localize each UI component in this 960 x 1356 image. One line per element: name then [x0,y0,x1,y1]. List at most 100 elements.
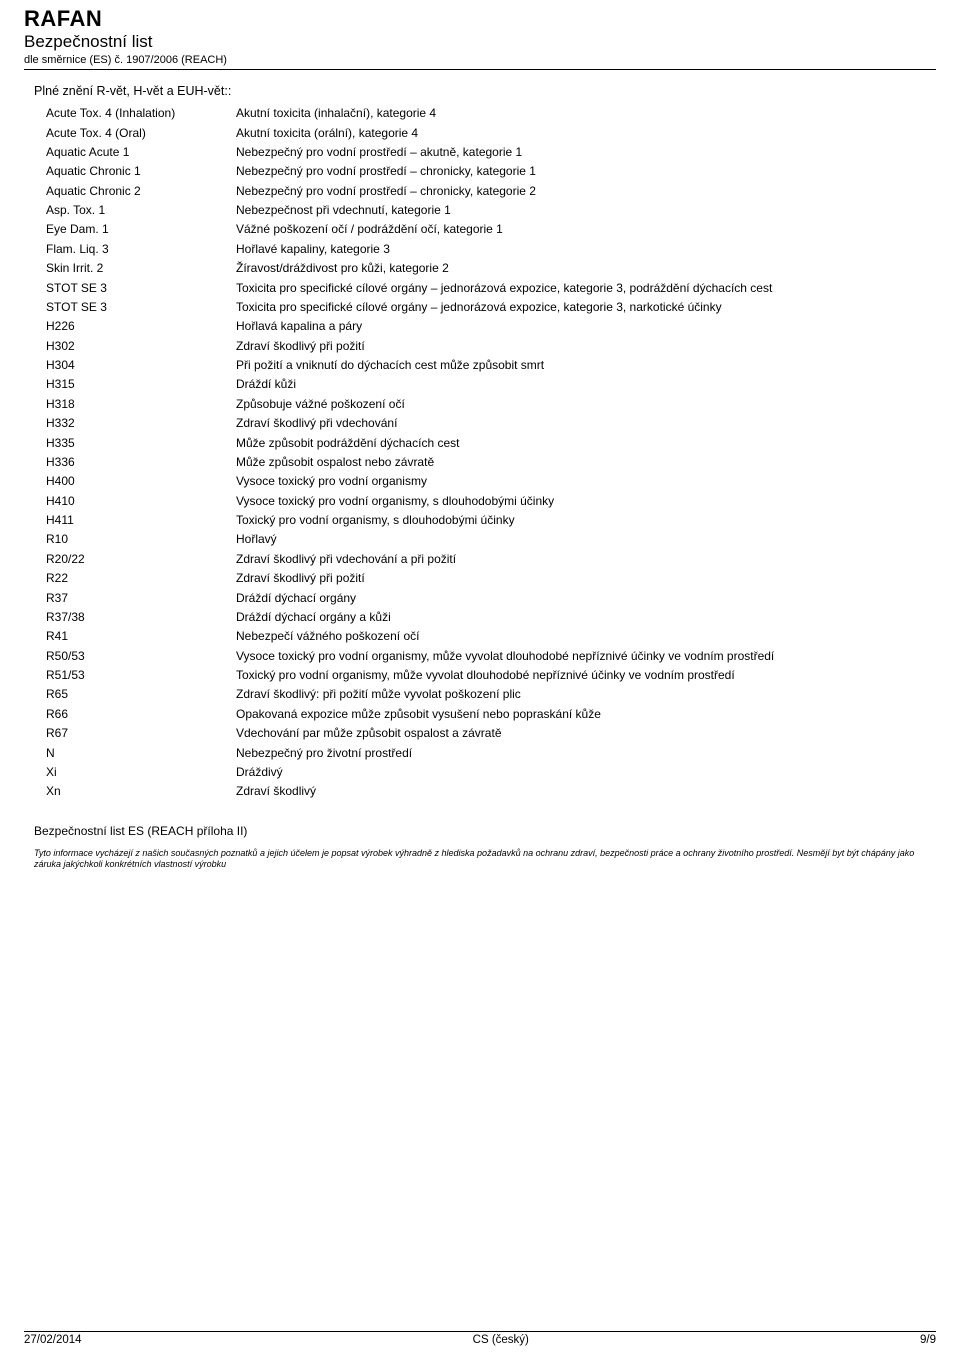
table-row: Eye Dam. 1Vážné poškození očí / podráždě… [42,220,954,239]
table-row: Acute Tox. 4 (Inhalation)Akutní toxicita… [42,104,954,123]
table-row: R51/53Toxický pro vodní organismy, může … [42,666,954,685]
table-row: H304Při požití a vniknutí do dýchacích c… [42,356,954,375]
phrase-text: Hořlavé kapaliny, kategorie 3 [232,240,954,259]
table-row: R22Zdraví škodlivý při požití [42,569,954,588]
phrase-code: R20/22 [42,550,232,569]
phrase-text: Vysoce toxický pro vodní organismy [232,472,954,491]
phrase-code: R37/38 [42,608,232,627]
footer-date: 27/02/2014 [24,1334,82,1346]
phrase-text: Zdraví škodlivý [232,782,954,801]
phrase-code: STOT SE 3 [42,278,232,297]
phrase-text: Hořlavý [232,530,954,549]
table-row: R20/22Zdraví škodlivý při vdechování a p… [42,550,954,569]
table-row: Aquatic Chronic 1Nebezpečný pro vodní pr… [42,162,954,181]
phrase-code: H400 [42,472,232,491]
table-row: Aquatic Chronic 2Nebezpečný pro vodní pr… [42,182,954,201]
phrase-text: Žíravost/dráždivost pro kůži, kategorie … [232,259,954,278]
phrase-text: Zdraví škodlivý při vdechování a při pož… [232,550,954,569]
phrase-code: Asp. Tox. 1 [42,201,232,220]
phrase-code: R67 [42,724,232,743]
phrase-text: Zdraví škodlivý při vdechování [232,414,954,433]
phrase-text: Vysoce toxický pro vodní organismy, může… [232,647,954,666]
phrase-code: Aquatic Chronic 2 [42,182,232,201]
page-footer: 27/02/2014 CS (český) 9/9 [24,1331,936,1346]
phrase-text: Hořlavá kapalina a páry [232,317,954,336]
table-row: H315Dráždí kůži [42,375,954,394]
annex-line: Bezpečnostní list ES (REACH příloha II) [24,824,936,838]
phrase-text: Nebezpečnost při vdechnutí, kategorie 1 [232,201,954,220]
disclaimer-text: Tyto informace vycházejí z našich součas… [24,848,936,871]
table-row: R10Hořlavý [42,530,954,549]
table-row: H400Vysoce toxický pro vodní organismy [42,472,954,491]
table-row: H318Způsobuje vážné poškození očí [42,395,954,414]
phrase-text: Akutní toxicita (inhalační), kategorie 4 [232,104,954,123]
phrase-code: H332 [42,414,232,433]
section-title: Plné znění R-vět, H-vět a EUH-vět:: [24,84,936,98]
table-row: Skin Irrit. 2Žíravost/dráždivost pro kůž… [42,259,954,278]
page-header: RAFAN Bezpečnostní list dle směrnice (ES… [24,6,936,70]
footer-page: 9/9 [920,1334,936,1346]
table-row: XiDráždivý [42,763,954,782]
phrase-code: STOT SE 3 [42,298,232,317]
phrase-text: Akutní toxicita (orální), kategorie 4 [232,123,954,142]
phrase-code: R22 [42,569,232,588]
phrase-code: R65 [42,685,232,704]
phrase-text: Vážné poškození očí / podráždění očí, ka… [232,220,954,239]
phrase-text: Dráždí kůži [232,375,954,394]
table-row: H332Zdraví škodlivý při vdechování [42,414,954,433]
table-row: Asp. Tox. 1Nebezpečnost při vdechnutí, k… [42,201,954,220]
phrase-text: Dráždí dýchací orgány a kůži [232,608,954,627]
phrase-text: Při požití a vniknutí do dýchacích cest … [232,356,954,375]
table-row: R67Vdechování par může způsobit ospalost… [42,724,954,743]
table-row: Aquatic Acute 1Nebezpečný pro vodní pros… [42,143,954,162]
phrase-code: Xi [42,763,232,782]
phrase-text: Způsobuje vážné poškození očí [232,395,954,414]
phrase-code: R50/53 [42,647,232,666]
footer-divider [24,1331,936,1332]
table-row: H335Může způsobit podráždění dýchacích c… [42,433,954,452]
phrase-code: H410 [42,492,232,511]
table-row: R50/53Vysoce toxický pro vodní organismy… [42,647,954,666]
phrase-code: H335 [42,433,232,452]
phrase-code: Acute Tox. 4 (Inhalation) [42,104,232,123]
table-row: XnZdraví škodlivý [42,782,954,801]
phrase-text: Toxicita pro specifické cílové orgány – … [232,298,954,317]
phrase-text: Vdechování par může způsobit ospalost a … [232,724,954,743]
phrase-code: Eye Dam. 1 [42,220,232,239]
document-type: Bezpečnostní list [24,32,936,52]
phrase-text: Vysoce toxický pro vodní organismy, s dl… [232,492,954,511]
phrase-text: Toxický pro vodní organismy, s dlouhodob… [232,511,954,530]
phrase-code: H304 [42,356,232,375]
phrase-code: R66 [42,705,232,724]
phrase-text: Nebezpečný pro vodní prostředí – chronic… [232,162,954,181]
phrase-code: Skin Irrit. 2 [42,259,232,278]
table-row: H411Toxický pro vodní organismy, s dlouh… [42,511,954,530]
phrase-code: H226 [42,317,232,336]
table-row: H226Hořlavá kapalina a páry [42,317,954,336]
header-divider [24,69,936,70]
table-row: STOT SE 3Toxicita pro specifické cílové … [42,278,954,297]
phrase-code: Aquatic Chronic 1 [42,162,232,181]
phrase-code: R37 [42,588,232,607]
phrases-table: Acute Tox. 4 (Inhalation)Akutní toxicita… [42,104,954,802]
phrase-text: Nebezpečný pro životní prostředí [232,743,954,762]
phrase-text: Může způsobit podráždění dýchacích cest [232,433,954,452]
table-row: STOT SE 3Toxicita pro specifické cílové … [42,298,954,317]
table-row: H410Vysoce toxický pro vodní organismy, … [42,492,954,511]
table-row: R41Nebezpečí vážného poškození očí [42,627,954,646]
table-row: Flam. Liq. 3Hořlavé kapaliny, kategorie … [42,240,954,259]
table-row: Acute Tox. 4 (Oral)Akutní toxicita (orál… [42,123,954,142]
product-name: RAFAN [24,6,936,32]
phrase-code: R51/53 [42,666,232,685]
phrase-text: Toxický pro vodní organismy, může vyvola… [232,666,954,685]
phrase-text: Zdraví škodlivý při požití [232,569,954,588]
footer-lang: CS (český) [473,1334,529,1346]
table-row: H302Zdraví škodlivý při požití [42,337,954,356]
phrase-code: Acute Tox. 4 (Oral) [42,123,232,142]
phrase-text: Může způsobit ospalost nebo závratě [232,453,954,472]
phrase-code: R10 [42,530,232,549]
phrase-text: Nebezpečí vážného poškození očí [232,627,954,646]
phrase-text: Zdraví škodlivý při požití [232,337,954,356]
phrase-code: Xn [42,782,232,801]
phrase-code: H318 [42,395,232,414]
